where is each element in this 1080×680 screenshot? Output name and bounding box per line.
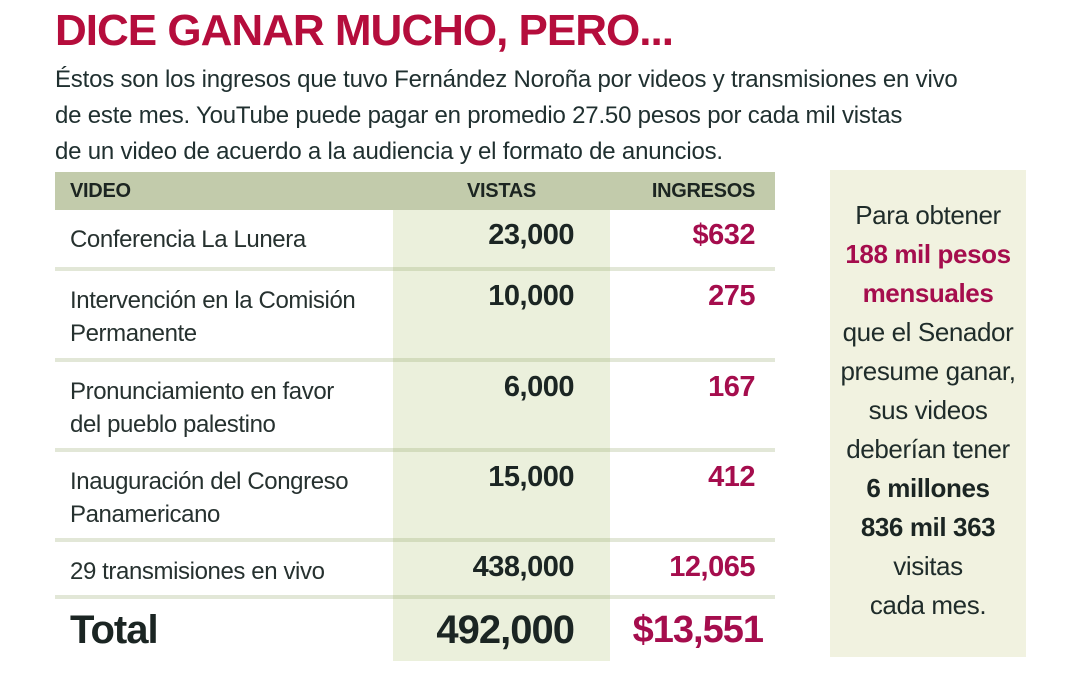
column-header-video: VIDEO [70,179,131,202]
table-row: Pronunciamiento en favor del pueblo pale… [55,358,775,448]
table-row: Inauguración del Congreso Panamericano 1… [55,448,775,538]
earnings-table: VIDEO VISTAS INGRESOS Conferencia La Lun… [55,172,775,661]
table-row: Intervención en la Comisión Permanente 1… [55,267,775,358]
ingresos-value: $632 [692,219,755,251]
page-title: DICE GANAR MUCHO, PERO... [55,6,674,55]
table-row: Conferencia La Lunera 23,000 $632 [55,210,775,267]
callout-line: presume ganar, [840,356,1016,386]
intro-line-1: Éstos son los ingresos que tuvo Fernánde… [55,66,958,93]
vistas-value: 6,000 [503,371,575,403]
vistas-value: 10,000 [488,280,574,312]
vistas-value: 23,000 [488,219,574,251]
vistas-value: 438,000 [472,551,575,583]
callout-line: sus videos [868,395,988,425]
video-title: Pronunciamiento en favor del pueblo pale… [70,378,334,438]
column-header-vistas: VISTAS [467,179,536,202]
video-title: Inauguración del Congreso Panamericano [70,468,349,528]
callout-line: visitas [893,551,963,581]
callout-line: cada mes. [869,590,987,620]
callout-line-accent: 188 mil pesos [845,239,1011,269]
total-label: Total [70,607,159,652]
callout-line: Para obtener [855,200,1001,230]
callout-line-bold: 836 mil 363 [860,512,996,542]
intro-line-3: de un video de acuerdo a la audiencia y … [55,138,723,165]
table-total-row: Total 492,000 $13,551 [55,595,775,661]
total-vistas-value: 492,000 [436,607,575,652]
column-header-ingresos: INGRESOS [651,179,755,202]
vistas-value: 15,000 [488,461,574,493]
ingresos-value: 412 [708,461,755,493]
ingresos-value: 167 [708,371,755,403]
vistas-column-highlight [393,210,610,661]
video-title: 29 transmisiones en vivo [70,558,325,585]
table-row: 29 transmisiones en vivo 438,000 12,065 [55,538,775,595]
intro-line-2: de este mes. YouTube puede pagar en prom… [55,102,903,129]
ingresos-value: 12,065 [669,551,755,583]
total-ingresos-value: $13,551 [632,608,764,651]
callout-line-bold: 6 millones [866,473,990,503]
callout-box: Para obtener 188 mil pesos mensuales que… [830,170,1026,657]
intro-paragraph: Éstos son los ingresos que tuvo Fernánde… [55,62,1035,170]
callout-line: deberían tener [846,434,1010,464]
callout-line: que el Senador [842,317,1014,347]
video-title: Intervención en la Comisión Permanente [70,287,356,347]
video-title: Conferencia La Lunera [70,226,306,253]
callout-line-accent: mensuales [862,278,994,308]
table-header-row: VIDEO VISTAS INGRESOS [55,172,775,210]
ingresos-value: 275 [708,280,755,312]
